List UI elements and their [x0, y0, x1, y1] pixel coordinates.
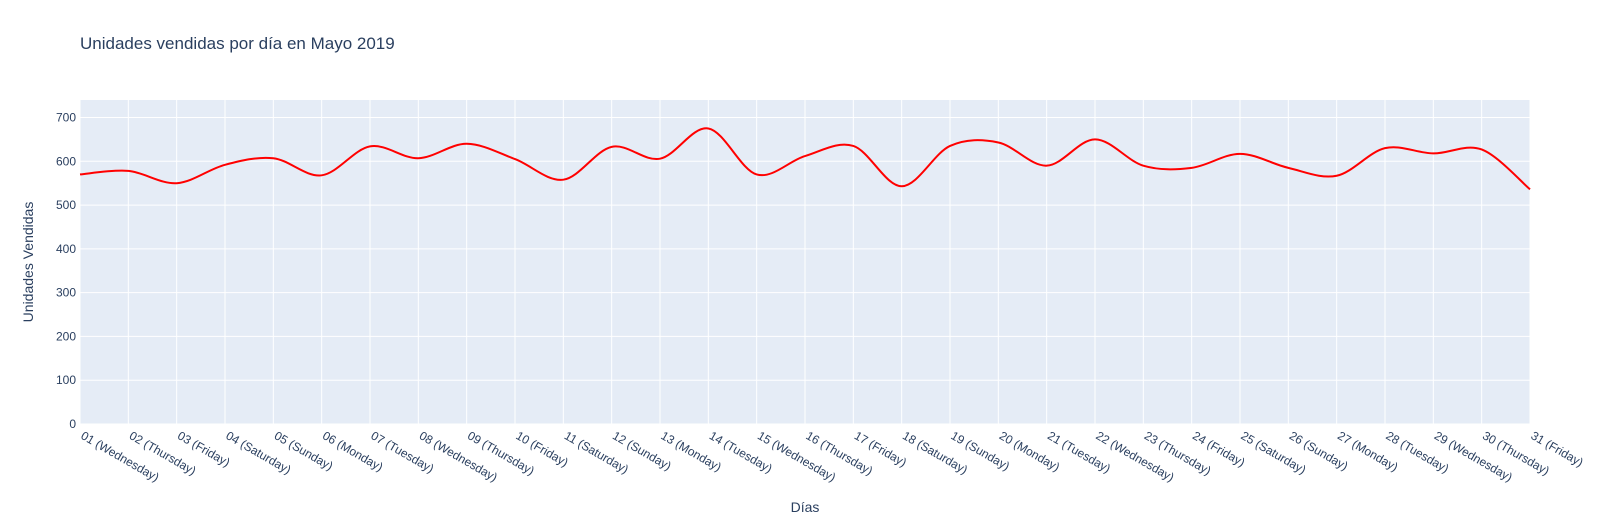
y-tick-label: 600: [56, 154, 76, 168]
y-tick-label: 700: [56, 111, 76, 125]
x-axis-ticks: 01 (Wednesday)02 (Thursday)03 (Friday)04…: [79, 428, 1586, 484]
gridlines: [79, 100, 1531, 425]
chart-title: Unidades vendidas por día en Mayo 2019: [80, 34, 395, 53]
y-tick-label: 100: [56, 373, 76, 387]
series-layer: [79, 127, 1531, 191]
y-axis-title: Unidades Vendidas: [20, 202, 36, 323]
y-tick-label: 500: [56, 198, 76, 212]
y-tick-label: 200: [56, 329, 76, 343]
x-axis-title: Días: [791, 499, 820, 515]
y-tick-label: 400: [56, 242, 76, 256]
series-line: [79, 127, 1531, 191]
y-axis-ticks: 0 100 200 300 400 500 600 700: [56, 111, 76, 431]
y-tick-label: 0: [69, 417, 76, 431]
y-tick-label: 300: [56, 286, 76, 300]
